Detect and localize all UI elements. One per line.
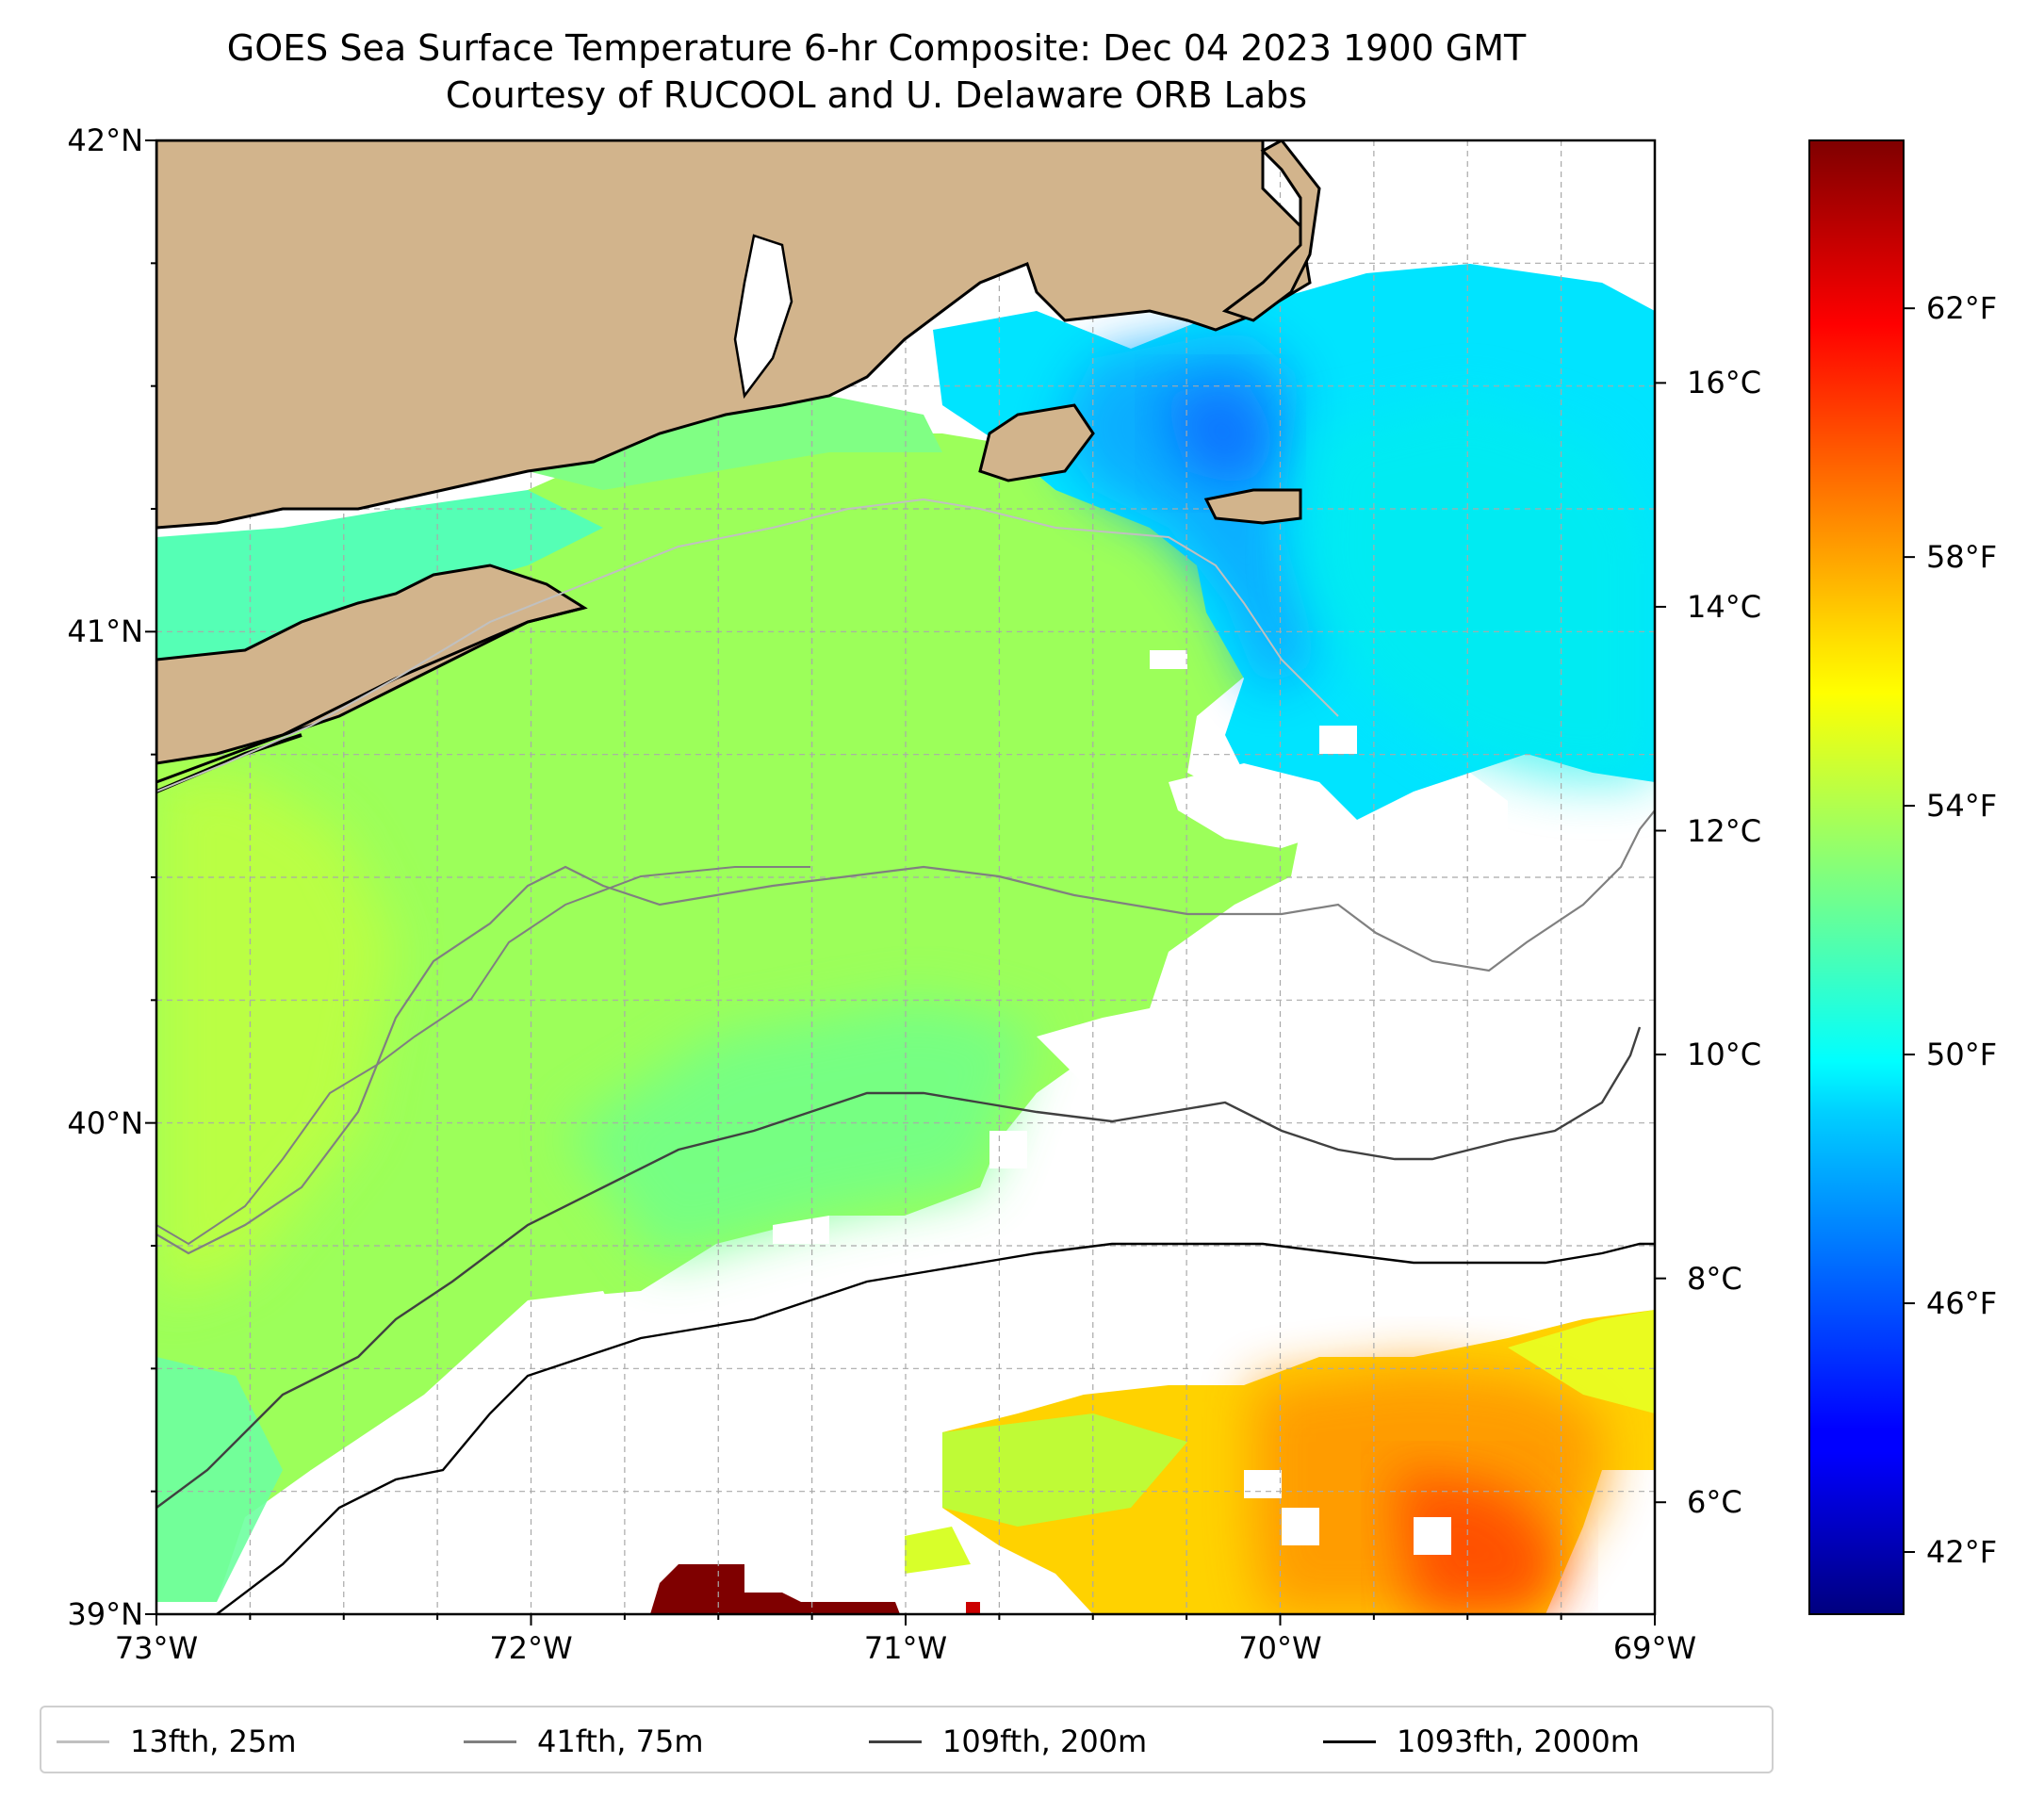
fahrenheit-tick-label: 58°F	[1926, 539, 1998, 576]
celsius-tick-label: 12°C	[1687, 812, 1762, 849]
celsius-tick-label: 10°C	[1687, 1037, 1762, 1073]
legend-item: 13fth, 25m	[57, 1723, 296, 1760]
lat-tick-label: 42°N	[67, 123, 143, 158]
fahrenheit-tick-label: 42°F	[1926, 1534, 1998, 1570]
celsius-tick-label: 16°C	[1687, 365, 1762, 401]
legend-label: 41fth, 75m	[537, 1723, 704, 1759]
graticule	[155, 139, 1656, 1615]
fahrenheit-tick-label: 50°F	[1926, 1037, 1998, 1073]
fahrenheit-tick-label: 54°F	[1926, 788, 1998, 825]
lat-tick-label: 39°N	[67, 1596, 143, 1632]
fahrenheit-tick-label: 62°F	[1926, 290, 1998, 327]
colorbar-ticks	[1655, 307, 1915, 1554]
depth-legend: 13fth, 25m 41fth, 75m 109fth, 200m 1093f…	[40, 1706, 1774, 1773]
legend-swatch	[1323, 1740, 1376, 1743]
lon-tick-label: 69°W	[1612, 1630, 1697, 1666]
axis-ticks	[145, 139, 1656, 1625]
lat-tick-label: 41°N	[67, 613, 143, 650]
legend-swatch	[464, 1740, 516, 1743]
lat-tick-label: 40°N	[67, 1104, 143, 1141]
fahrenheit-tick-label: 46°F	[1926, 1285, 1998, 1322]
legend-item: 41fth, 75m	[464, 1723, 703, 1760]
legend-label: 13fth, 25m	[130, 1723, 297, 1759]
sst-field	[156, 160, 1655, 1614]
colorbar	[1808, 139, 1905, 1615]
lon-tick-label: 72°W	[489, 1630, 573, 1666]
lon-tick-label: 71°W	[863, 1630, 948, 1666]
legend-swatch	[869, 1740, 922, 1743]
map-subtitle: Courtesy of RUCOOL and U. Delaware ORB L…	[445, 74, 1308, 116]
legend-item: 109fth, 200m	[869, 1723, 1147, 1760]
celsius-tick-label: 6°C	[1687, 1484, 1742, 1521]
lon-tick-label: 73°W	[114, 1630, 199, 1666]
legend-swatch	[57, 1740, 109, 1743]
land	[156, 140, 1321, 793]
legend-item: 1093fth, 2000m	[1323, 1723, 1640, 1760]
celsius-tick-label: 14°C	[1687, 588, 1762, 625]
map-title: GOES Sea Surface Temperature 6-hr Compos…	[226, 27, 1527, 69]
celsius-tick-label: 8°C	[1687, 1260, 1742, 1297]
depth-contours	[156, 498, 1655, 1614]
lon-tick-label: 70°W	[1238, 1630, 1322, 1666]
legend-label: 1093fth, 2000m	[1397, 1723, 1640, 1759]
legend-label: 109fth, 200m	[942, 1723, 1148, 1759]
